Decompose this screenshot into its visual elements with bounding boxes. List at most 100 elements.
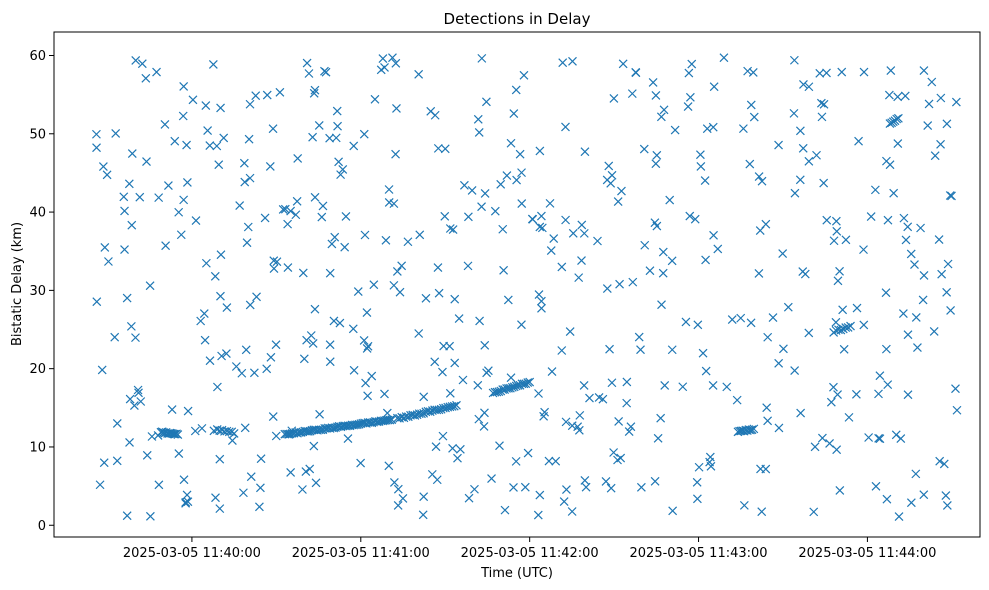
data-point-507 xyxy=(706,461,716,471)
data-point-437 xyxy=(453,453,462,463)
data-point-536 xyxy=(883,380,893,390)
x-axis-label: Time (UTC) xyxy=(480,566,553,581)
data-point-372 xyxy=(696,162,706,171)
data-point-381 xyxy=(183,497,193,507)
data-point-313 xyxy=(325,357,335,367)
data-point-315 xyxy=(870,185,880,195)
data-point-688 xyxy=(523,378,533,388)
data-point-102 xyxy=(120,206,129,216)
data-point-275 xyxy=(896,434,906,443)
data-point-147 xyxy=(291,210,301,220)
data-point-210 xyxy=(210,271,220,281)
data-point-698 xyxy=(746,425,755,435)
data-point-476 xyxy=(567,421,577,431)
data-point-388 xyxy=(126,321,136,331)
data-point-621 xyxy=(351,420,360,430)
data-point-243 xyxy=(549,234,559,243)
data-point-38 xyxy=(852,303,862,313)
data-point-370 xyxy=(768,313,778,322)
data-point-417 xyxy=(119,192,129,202)
data-point-416 xyxy=(359,335,369,345)
data-point-216 xyxy=(104,257,113,266)
data-point-88 xyxy=(217,351,227,361)
data-point-546 xyxy=(483,366,493,376)
data-point-618 xyxy=(345,421,355,431)
data-point-287 xyxy=(419,492,429,502)
data-point-296 xyxy=(918,295,928,305)
data-point-321 xyxy=(454,314,464,324)
data-point-285 xyxy=(580,476,590,485)
data-point-60 xyxy=(690,214,700,224)
data-point-265 xyxy=(480,408,489,418)
data-point-141 xyxy=(329,316,339,326)
data-point-545 xyxy=(333,121,342,131)
data-point-41 xyxy=(722,382,732,392)
data-point-344 xyxy=(503,295,513,305)
data-point-191 xyxy=(757,176,767,186)
data-point-193 xyxy=(934,235,944,244)
chart-title: Detections in Delay xyxy=(444,10,591,28)
data-point-306 xyxy=(391,149,400,159)
data-point-13 xyxy=(477,202,486,212)
data-point-218 xyxy=(684,68,694,78)
data-point-401 xyxy=(701,366,711,376)
data-point-383 xyxy=(882,494,892,504)
data-point-52 xyxy=(551,456,561,466)
data-point-249 xyxy=(736,313,746,323)
data-point-343 xyxy=(574,273,584,283)
data-point-172 xyxy=(636,482,646,492)
data-point-301 xyxy=(241,345,251,355)
data-point-110 xyxy=(886,66,896,75)
data-point-418 xyxy=(359,129,369,139)
data-point-231 xyxy=(506,138,516,148)
data-point-482 xyxy=(719,53,729,63)
data-point-211 xyxy=(293,154,303,163)
x-tick-label: 2025-03-05 11:40:00 xyxy=(123,546,261,561)
data-point-640 xyxy=(385,415,395,425)
data-point-328 xyxy=(838,305,848,315)
data-point-118 xyxy=(946,306,956,315)
data-point-436 xyxy=(464,493,474,503)
data-point-162 xyxy=(577,256,586,265)
data-point-282 xyxy=(903,222,913,232)
data-point-339 xyxy=(92,143,101,153)
data-point-551 xyxy=(626,422,636,432)
data-point-67 xyxy=(851,389,861,399)
data-point-251 xyxy=(392,104,401,113)
data-point-463 xyxy=(945,191,955,200)
data-point-159 xyxy=(154,480,164,490)
data-point-292 xyxy=(356,458,366,468)
data-point-419 xyxy=(260,213,270,223)
data-point-121 xyxy=(182,178,192,187)
data-point-197 xyxy=(875,371,885,381)
data-point-472 xyxy=(215,504,225,514)
data-point-316 xyxy=(511,85,521,95)
data-point-120 xyxy=(685,211,695,221)
data-point-442 xyxy=(561,417,571,427)
data-point-184 xyxy=(310,304,320,314)
data-point-94 xyxy=(567,507,577,516)
data-point-31 xyxy=(660,380,670,390)
data-point-432 xyxy=(382,408,392,418)
data-point-129 xyxy=(201,258,211,268)
data-point-500 xyxy=(418,510,428,520)
data-point-62 xyxy=(414,329,424,338)
data-point-92 xyxy=(656,112,666,122)
data-point-410 xyxy=(746,318,756,328)
data-point-488 xyxy=(463,261,473,271)
data-point-342 xyxy=(568,228,578,238)
data-point-456 xyxy=(812,150,821,160)
data-point-502 xyxy=(875,434,885,444)
data-point-516 xyxy=(698,348,708,358)
data-point-4 xyxy=(161,241,171,251)
data-point-493 xyxy=(615,279,624,289)
data-point-293 xyxy=(789,108,799,118)
data-point-66 xyxy=(334,157,344,167)
data-point-557 xyxy=(388,53,397,63)
data-point-300 xyxy=(325,133,335,143)
data-point-117 xyxy=(757,507,767,517)
data-point-438 xyxy=(427,469,437,479)
data-point-553 xyxy=(129,401,139,410)
data-point-336 xyxy=(670,125,680,135)
data-point-431 xyxy=(606,483,616,493)
